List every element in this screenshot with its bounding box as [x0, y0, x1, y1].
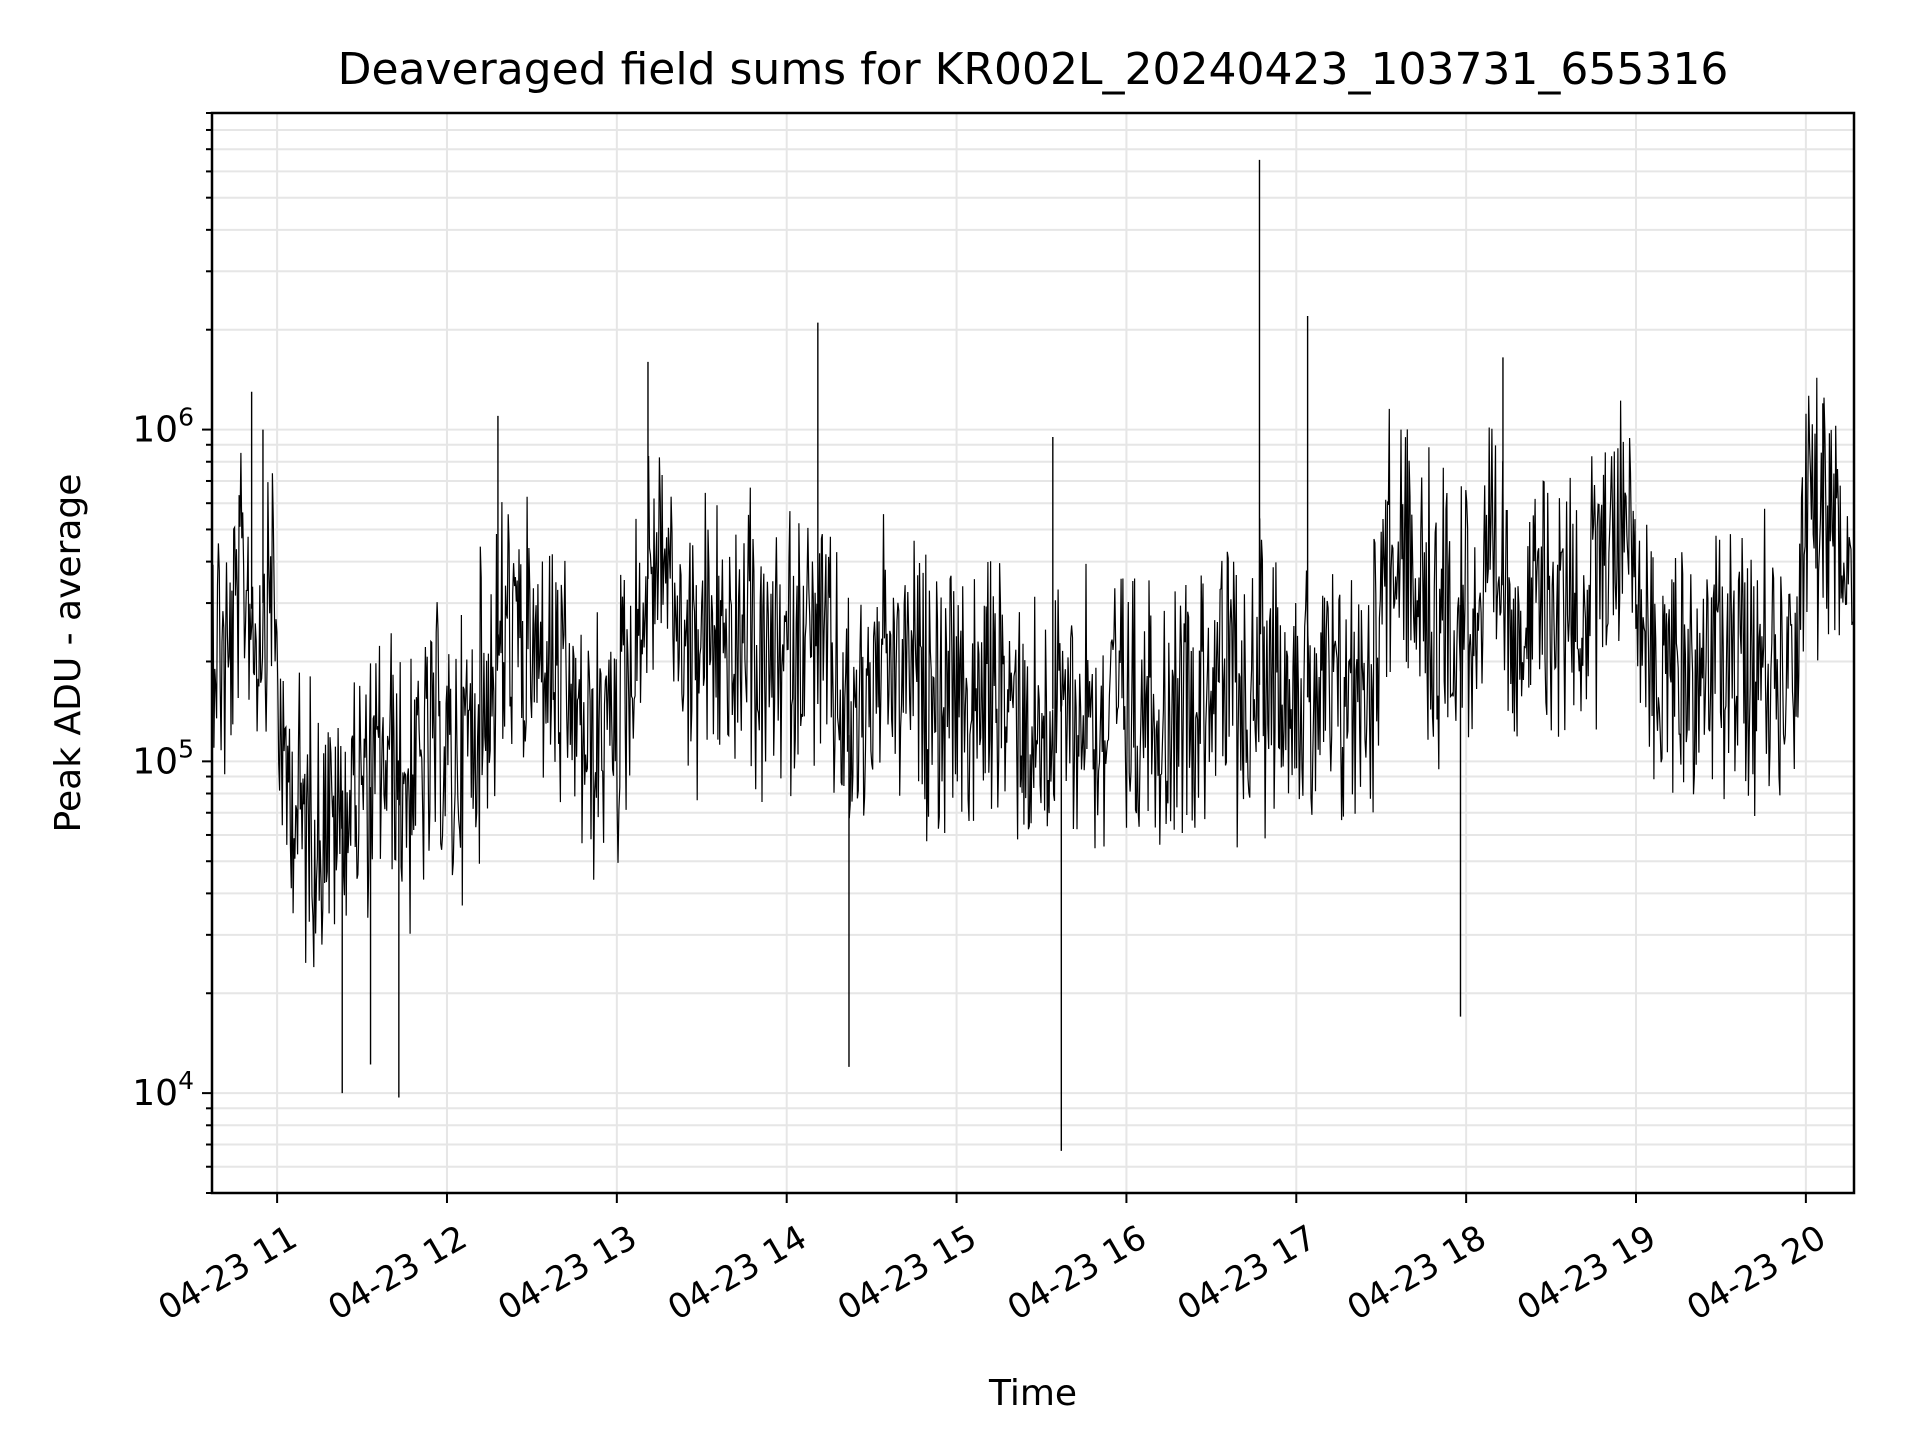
y-tick-label: 105: [132, 734, 194, 782]
y-tick-label: 104: [132, 1066, 194, 1114]
y-axis-label: Peak ADU - average: [48, 474, 89, 833]
series-line: [212, 377, 1854, 968]
x-axis-label: Time: [988, 1373, 1077, 1414]
plot-area: [212, 159, 1854, 1151]
y-tick-label: 106: [132, 403, 194, 451]
chart-title: Deaveraged field sums for KR002L_2024042…: [338, 44, 1729, 95]
y-axis-ticks: 104 105 106: [132, 112, 212, 1194]
axes-frame: [210, 111, 1856, 1195]
